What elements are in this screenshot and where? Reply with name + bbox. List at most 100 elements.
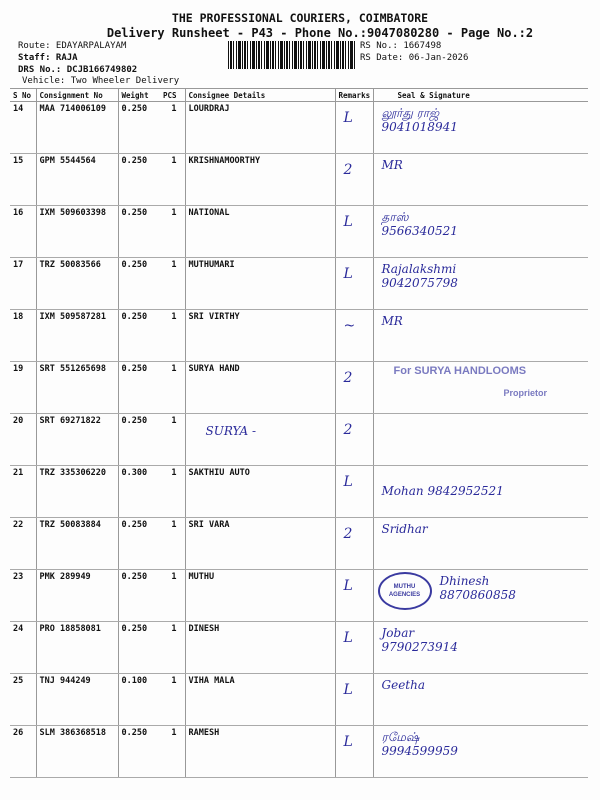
signature-cell: MR xyxy=(372,153,588,206)
consignment-cell: TRZ 50083884 xyxy=(35,517,118,570)
signature-cell: Jobar 9790273914 xyxy=(372,621,588,674)
table-row: 19 SRT 551265698 0.250 1 SURYA HAND 2 For SURY… xyxy=(10,361,588,414)
signature-cell: தாஸ் 9566340521 xyxy=(372,205,588,258)
sno-cell: 22 xyxy=(10,517,36,570)
table-row: 24 PRO 18858081 0.250 1 DINESH L Jobar 979027… xyxy=(10,621,588,674)
sno-cell: 16 xyxy=(10,205,36,258)
consignee-cell: SURYA HAND xyxy=(184,361,335,414)
col-consignee: Consignee Details xyxy=(184,88,335,102)
sno-cell: 15 xyxy=(10,153,36,206)
consignment-cell: IXM 509587281 xyxy=(35,309,118,362)
sno-cell: 17 xyxy=(10,257,36,310)
table-row: 16 IXM 509603398 0.250 1 NATIONAL L தாஸ் 95663… xyxy=(10,205,588,258)
consignee-cell: DINESH xyxy=(184,621,335,674)
pcs-cell: 1 xyxy=(160,153,185,206)
signature-cell: Sridhar xyxy=(372,517,588,570)
company-title: THE PROFESSIONAL COURIERS, COIMBATORE xyxy=(171,11,429,25)
table-row: 14 MAA 714006109 0.250 1 LOURDRAJ L லூர்து ராஜ… xyxy=(10,101,588,154)
table-row: 20 SRT 69271822 0.250 1 SURYA - 2 xyxy=(10,413,588,466)
pcs-cell: 1 xyxy=(160,569,185,622)
weight-cell: 0.250 xyxy=(117,101,160,154)
consignment-cell: MAA 714006109 xyxy=(35,101,118,154)
pcs-cell: 1 xyxy=(160,517,185,570)
weight-cell: 0.250 xyxy=(117,361,160,414)
signature-cell: Geetha xyxy=(372,673,588,726)
handwritten-signature: லூர்து ராஜ் 9041018941 xyxy=(381,106,458,134)
consignment-cell: TRZ 50083566 xyxy=(35,257,118,310)
consignment-cell: TRZ 335306220 xyxy=(35,465,118,518)
consignment-cell: SRT 551265698 xyxy=(35,361,118,414)
pcs-cell: 1 xyxy=(160,465,185,518)
col-consignment: Consignment No xyxy=(35,88,118,102)
barcode xyxy=(228,41,356,69)
weight-cell: 0.100 xyxy=(117,673,160,726)
table-row: 21 TRZ 335306220 0.300 1 SAKTHIU AUTO L Mohan… xyxy=(10,465,588,518)
remarks-cell: 2 xyxy=(334,517,373,570)
col-weight: Weight xyxy=(117,88,160,102)
table-row: 17 TRZ 50083566 0.250 1 MUTHUMARI L Rajalakshm… xyxy=(10,257,588,310)
weight-cell: 0.250 xyxy=(117,309,160,362)
handwritten-signature: Rajalakshmi 9042075798 xyxy=(381,262,458,290)
handwritten-signature: MR xyxy=(381,314,403,328)
table-header: S No Consignment No Weight PCS Consignee… xyxy=(10,88,588,102)
consignee-cell: SURYA - xyxy=(184,413,335,466)
sno-cell: 19 xyxy=(10,361,36,414)
pcs-cell: 1 xyxy=(160,309,185,362)
table-row: 18 IXM 509587281 0.250 1 SRI VIRTHY ~ MR xyxy=(10,309,588,362)
signature-cell xyxy=(372,413,588,466)
pcs-cell: 1 xyxy=(160,257,185,310)
drs-number: DRS No.: DCJB166749802 xyxy=(18,65,138,75)
stamp-role: Proprietor xyxy=(503,388,548,398)
remarks-cell: L xyxy=(334,257,373,310)
handwritten-signature: Geetha xyxy=(381,678,426,692)
consignee-cell: SRI VIRTHY xyxy=(184,309,335,362)
consignment-cell: IXM 509603398 xyxy=(35,205,118,258)
signature-cell: Mohan 9842952521 xyxy=(372,465,588,518)
rs-number: RS No.: 1667498 xyxy=(360,41,442,51)
consignee-cell: LOURDRAJ xyxy=(184,101,335,154)
consignment-cell: TNJ 944249 xyxy=(35,673,118,726)
consignee-cell: MUTHU xyxy=(184,569,335,622)
handwritten-signature: MR xyxy=(381,158,403,172)
weight-cell: 0.250 xyxy=(117,257,160,310)
remarks-cell: L xyxy=(334,101,373,154)
sno-cell: 14 xyxy=(10,101,36,154)
sno-cell: 25 xyxy=(10,673,36,726)
remarks-cell: 2 xyxy=(334,413,373,466)
sno-cell: 26 xyxy=(10,725,36,778)
table-row: 25 TNJ 944249 0.100 1 VIHA MALA L Geetha xyxy=(10,673,588,726)
table-row: 15 GPM 5544564 0.250 1 KRISHNAMOORTHY 2 MR xyxy=(10,153,588,206)
staff: Staff: RAJA xyxy=(18,53,78,63)
weight-cell: 0.250 xyxy=(117,205,160,258)
pcs-cell: 1 xyxy=(160,205,185,258)
signature-cell: லூர்து ராஜ் 9041018941 xyxy=(372,101,588,154)
consignee-cell: MUTHUMARI xyxy=(184,257,335,310)
handwritten-signature: Sridhar xyxy=(381,522,428,536)
round-seal: MUTHU AGENCIES xyxy=(377,572,432,610)
consignment-cell: PRO 18858081 xyxy=(35,621,118,674)
handwritten-signature: Mohan 9842952521 xyxy=(381,484,504,498)
signature-cell: Rajalakshmi 9042075798 xyxy=(372,257,588,310)
col-pcs: PCS xyxy=(160,88,185,102)
consignment-cell: PMK 289949 xyxy=(35,569,118,622)
signature-cell: MR xyxy=(372,309,588,362)
consignee-cell: VIHA MALA xyxy=(184,673,335,726)
handwritten-signature: தாஸ் 9566340521 xyxy=(381,210,458,238)
table-row: 23 PMK 289949 0.250 1 MUTHU L MUTHU AGENCIES D… xyxy=(10,569,588,622)
runsheet-title: Delivery Runsheet - P43 - Phone No.:9047… xyxy=(106,26,534,40)
signature-cell: ரமேஷ் 9994599959 xyxy=(372,725,588,778)
weight-cell: 0.250 xyxy=(117,413,160,466)
consignee-cell: SRI VARA xyxy=(184,517,335,570)
weight-cell: 0.250 xyxy=(117,153,160,206)
table-row: 26 SLM 386368518 0.250 1 RAMESH L ரமேஷ் 999459… xyxy=(10,725,588,778)
handwritten-consignee: SURYA - xyxy=(205,424,257,438)
runsheet-table: S No Consignment No Weight PCS Consignee… xyxy=(10,88,588,778)
company-stamp: For SURYA HANDLOOMS xyxy=(393,365,527,377)
route: Route: EDAYARPALAYAM xyxy=(18,41,127,51)
col-sno: S No xyxy=(10,88,36,102)
col-remarks: Remarks xyxy=(334,88,373,102)
remarks-cell: L xyxy=(334,465,373,518)
remarks-cell: L xyxy=(334,205,373,258)
weight-cell: 0.250 xyxy=(117,569,160,622)
